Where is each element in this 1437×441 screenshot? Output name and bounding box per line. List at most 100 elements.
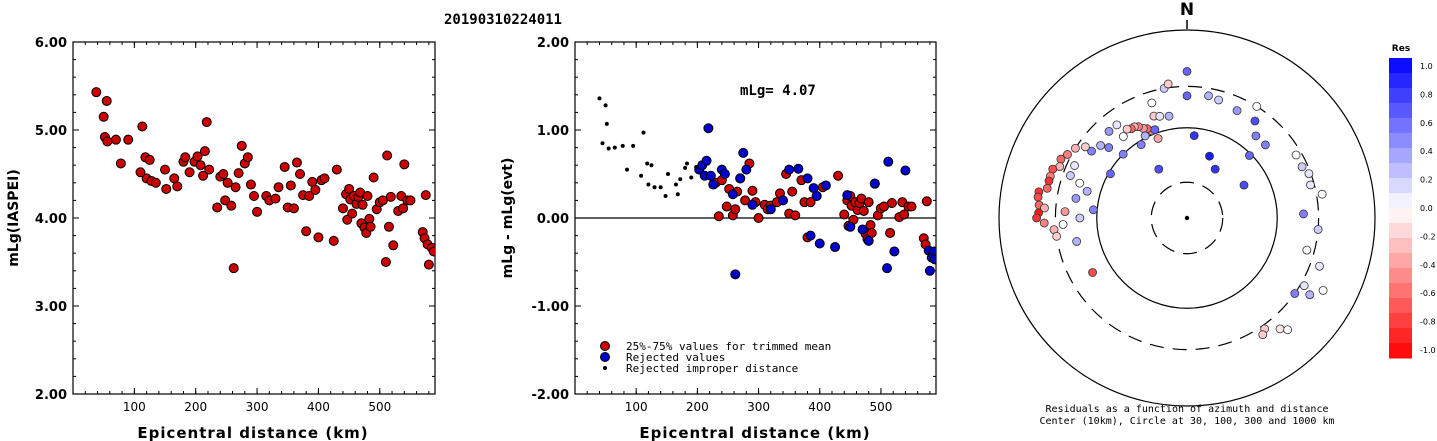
data-point bbox=[641, 130, 646, 135]
residual-point bbox=[1205, 151, 1214, 161]
data-point bbox=[663, 194, 668, 198]
data-point bbox=[765, 204, 776, 215]
data-point bbox=[347, 208, 358, 219]
data-point bbox=[646, 182, 651, 187]
data-point bbox=[295, 169, 306, 179]
residual-point bbox=[1155, 111, 1165, 121]
data-point bbox=[839, 209, 850, 220]
data-point bbox=[811, 191, 822, 201]
residual-point bbox=[1082, 186, 1092, 196]
x-tick-label: 100 bbox=[625, 400, 648, 414]
data-point bbox=[678, 177, 683, 182]
data-point bbox=[793, 163, 804, 174]
data-point bbox=[658, 185, 663, 190]
data-point bbox=[747, 185, 758, 196]
residual-point bbox=[1260, 140, 1270, 150]
residual-point bbox=[1250, 116, 1260, 126]
plot-magnitude: mLg(IASPEI) Epicentral distance (km) 2.0… bbox=[6, 36, 436, 441]
data-point bbox=[288, 203, 299, 214]
residual-point bbox=[1075, 213, 1085, 223]
residual-point bbox=[1163, 79, 1173, 89]
colorbar-segment bbox=[1389, 283, 1412, 299]
colorbar-tick-label: 0.4 bbox=[1420, 147, 1433, 156]
data-point bbox=[600, 141, 605, 146]
data-point bbox=[612, 145, 617, 150]
data-point bbox=[727, 189, 738, 200]
y-tick-label: 0.00 bbox=[537, 212, 569, 227]
data-point bbox=[730, 269, 741, 280]
residual-point bbox=[1245, 151, 1254, 160]
data-point bbox=[233, 168, 244, 179]
data-point bbox=[858, 205, 869, 216]
residual-point bbox=[1297, 162, 1307, 172]
colorbar-tick-label: 0.2 bbox=[1420, 176, 1433, 185]
data-point bbox=[198, 170, 209, 181]
colorbar-segment bbox=[1389, 253, 1412, 269]
residual-point bbox=[1258, 330, 1268, 340]
colorbar-segment bbox=[1389, 328, 1412, 344]
data-points bbox=[597, 96, 936, 280]
colorbar-segment bbox=[1389, 238, 1412, 254]
data-point bbox=[398, 203, 409, 214]
data-point bbox=[869, 178, 880, 189]
data-point bbox=[924, 265, 935, 276]
colorbar-segment bbox=[1389, 163, 1412, 179]
figure-title: 20190310224011 bbox=[444, 12, 562, 28]
data-point bbox=[863, 197, 874, 208]
residual-point bbox=[1066, 171, 1075, 180]
x-tick-label: 500 bbox=[368, 400, 391, 414]
residual-point bbox=[1150, 125, 1160, 135]
mlg-annotation: mLg= 4.07 bbox=[740, 83, 816, 99]
data-point bbox=[639, 173, 644, 178]
data-point bbox=[694, 164, 699, 169]
colorbar-segment bbox=[1389, 73, 1412, 89]
data-point bbox=[814, 238, 825, 249]
polar-plot: N Residuals as a function of azimuth and… bbox=[998, 0, 1376, 427]
data-point bbox=[603, 103, 608, 108]
data-point bbox=[784, 164, 795, 175]
data-point bbox=[226, 200, 237, 211]
residual-point bbox=[1304, 169, 1314, 179]
data-point bbox=[135, 167, 146, 178]
data-point bbox=[842, 190, 853, 201]
data-point bbox=[820, 180, 831, 191]
plot-residual: mLg - mLg(evt) Epicentral distance (km) … bbox=[500, 36, 937, 441]
data-point bbox=[833, 170, 844, 181]
colorbar-segment bbox=[1389, 88, 1412, 104]
residual-point bbox=[1032, 213, 1041, 223]
residual-point bbox=[1210, 164, 1220, 174]
data-point bbox=[420, 190, 431, 201]
data-point bbox=[625, 167, 630, 172]
data-point bbox=[110, 134, 121, 145]
data-point bbox=[218, 169, 229, 179]
residual-point bbox=[1070, 161, 1079, 170]
data-point bbox=[310, 184, 321, 195]
residual-point bbox=[1283, 325, 1293, 335]
residual-point bbox=[1040, 203, 1049, 213]
data-point bbox=[906, 201, 917, 212]
residual-point bbox=[1072, 237, 1082, 246]
residual-point bbox=[1189, 131, 1199, 140]
colorbar-tick-label: -1.0 bbox=[1420, 346, 1436, 355]
residual-point bbox=[1104, 126, 1114, 136]
data-point bbox=[313, 232, 324, 243]
data-point bbox=[144, 154, 155, 165]
colorbar-segment bbox=[1389, 223, 1412, 239]
legend-label: 25%-75% values for trimmed mean bbox=[626, 340, 831, 353]
y-axis-label: mLg - mLg(evt) bbox=[500, 158, 516, 279]
y-tick-label: 3.00 bbox=[35, 300, 67, 315]
y-tick-label: 2.00 bbox=[35, 388, 67, 403]
range-circle bbox=[1054, 85, 1320, 351]
data-point bbox=[900, 165, 911, 176]
data-point bbox=[805, 230, 816, 241]
residual-point bbox=[1060, 207, 1070, 217]
data-point bbox=[195, 160, 206, 171]
data-point bbox=[172, 181, 183, 192]
legend-label: Rejected values bbox=[626, 351, 725, 364]
residual-point bbox=[1182, 66, 1192, 76]
residual-point bbox=[1317, 189, 1327, 199]
residual-point bbox=[1290, 289, 1300, 298]
polar-caption-line-1: Residuals as a function of azimuth and d… bbox=[1046, 404, 1329, 415]
plot-frame bbox=[72, 41, 436, 395]
data-point bbox=[778, 195, 789, 206]
